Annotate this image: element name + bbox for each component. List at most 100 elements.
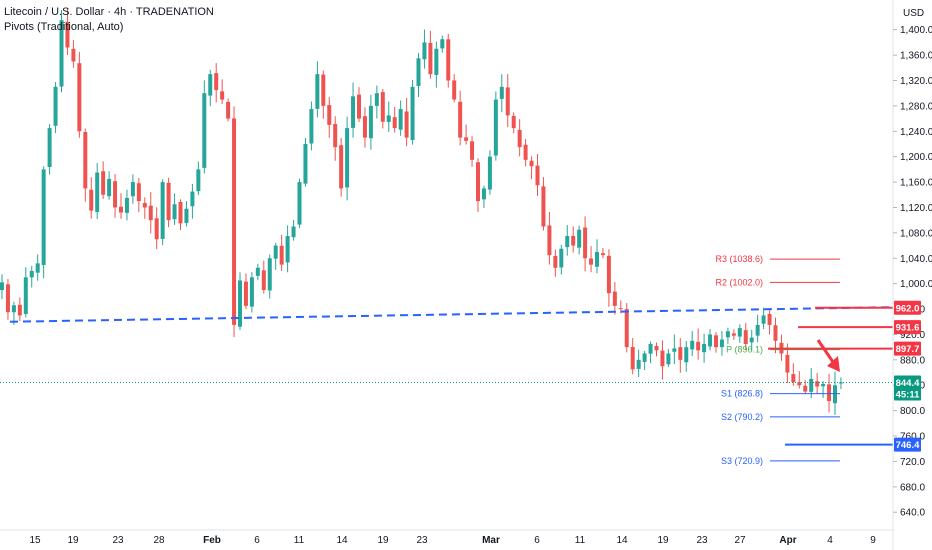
x-tick-label[interactable]: 15 [29, 535, 41, 546]
candle-body [600, 253, 605, 256]
candle-body [303, 143, 308, 184]
pivot-label: S3 (720.9) [721, 456, 763, 466]
candle-body [249, 277, 254, 307]
candle-body [273, 245, 278, 259]
candle-body [166, 182, 171, 221]
y-tick-label: 1,040.0 [900, 254, 932, 265]
candle-body [261, 270, 266, 291]
y-tick-label: 1,080.0 [900, 228, 932, 239]
candle-body [232, 118, 237, 325]
candle-body [708, 334, 713, 347]
candle-body [11, 305, 16, 313]
x-tick-label[interactable]: 23 [416, 535, 428, 546]
candle-body [243, 281, 248, 306]
candle-body [505, 87, 510, 116]
candle-body [255, 267, 260, 276]
candle-body [362, 116, 367, 138]
x-tick-label[interactable]: 19 [67, 535, 79, 546]
candle-body [630, 347, 635, 370]
candle-body [803, 385, 808, 392]
candle-body [47, 128, 52, 167]
candle-body [434, 48, 439, 75]
x-tick-label[interactable]: Apr [779, 535, 796, 546]
candle-body [160, 182, 165, 239]
x-tick-label[interactable]: 4 [827, 535, 833, 546]
candle-body [571, 235, 576, 246]
candle-body [743, 330, 748, 344]
candle-body [119, 206, 123, 213]
candle-body [130, 182, 135, 197]
candle-body [17, 304, 22, 316]
x-tick-label[interactable]: 11 [575, 535, 586, 546]
candle-body [333, 124, 338, 148]
y-tick-label: 1,240.0 [900, 127, 932, 138]
candle-body [642, 353, 647, 362]
y-tick-label: 760.0 [900, 432, 925, 443]
level-badge-text: 931.6 [896, 323, 920, 334]
x-tick-label[interactable]: 9 [870, 535, 876, 546]
candle-body [612, 291, 617, 306]
x-tick-label[interactable]: Feb [203, 535, 221, 546]
x-tick-label[interactable]: Mar [482, 535, 500, 546]
symbol-title[interactable]: Litecoin / U.S. Dollar · 4h · TRADENATIO… [4, 6, 214, 18]
x-tick-label[interactable]: 11 [294, 535, 305, 546]
price-badges: 962.0 931.6 897.7 746.4 844.445:11 [894, 300, 921, 452]
x-tick-label[interactable]: 14 [336, 535, 348, 546]
currency-label[interactable]: USD [903, 8, 924, 19]
indicator-label[interactable]: Pivots (Traditional, Auto) [4, 21, 124, 33]
candle-body [35, 263, 40, 273]
y-tick-label: 920.0 [900, 330, 925, 341]
y-tick-label: 680.0 [900, 482, 925, 493]
x-tick-label[interactable]: 6 [254, 535, 260, 546]
candle-body [511, 115, 516, 129]
y-tick-label: 1,400.0 [900, 25, 932, 36]
y-tick-label: 1,320.0 [900, 76, 932, 87]
candle-body [547, 225, 552, 256]
candle-body [809, 378, 814, 392]
candle-body [440, 39, 445, 49]
candle-body [606, 255, 611, 294]
candle-body [321, 74, 326, 106]
candle-body [53, 86, 58, 126]
price-badge-value: 844.4 [896, 378, 920, 389]
candle-body [95, 172, 100, 212]
candle-body [577, 229, 582, 248]
candle-body [309, 109, 314, 144]
x-axis-ticks[interactable]: 15 19 23 28 Feb 6 11 14 19 23 Mar 6 11 14 19 23 27 Apr 4 9 [29, 535, 876, 546]
x-tick-label[interactable]: 6 [534, 535, 540, 546]
candle-body [226, 101, 231, 119]
x-tick-label[interactable]: 28 [153, 535, 165, 546]
candle-body [785, 354, 790, 373]
candle-body [660, 350, 665, 367]
candle-body [315, 74, 320, 109]
x-tick-label[interactable]: 14 [616, 535, 628, 546]
y-tick-label: 800.0 [900, 406, 925, 417]
candle-body [285, 236, 290, 263]
candle-body [666, 353, 671, 365]
candle-body [517, 129, 522, 148]
x-tick-label[interactable]: 19 [657, 535, 669, 546]
candle-body [142, 202, 147, 208]
candle-body [327, 105, 332, 125]
candle-body [202, 93, 207, 168]
candle-body [220, 91, 225, 100]
x-tick-label[interactable]: 27 [734, 535, 746, 546]
price-axis[interactable] [893, 0, 932, 550]
candle-body [690, 340, 695, 350]
candle-body [767, 313, 772, 325]
candle-body [398, 109, 403, 130]
candle-body [113, 181, 118, 208]
x-tick-label[interactable]: 23 [696, 535, 708, 546]
candle-body [446, 39, 451, 81]
arrow-icon [816, 339, 835, 363]
candle-body [458, 101, 463, 138]
pivot-label: S1 (826.8) [721, 389, 763, 399]
price-badge [894, 375, 921, 401]
candle-body [499, 86, 504, 99]
candle-body [77, 63, 82, 132]
trend-line [9, 306, 894, 323]
x-tick-label[interactable]: 23 [112, 535, 124, 546]
x-tick-label[interactable]: 19 [377, 535, 389, 546]
pivot-label: P (896.1) [726, 345, 763, 355]
